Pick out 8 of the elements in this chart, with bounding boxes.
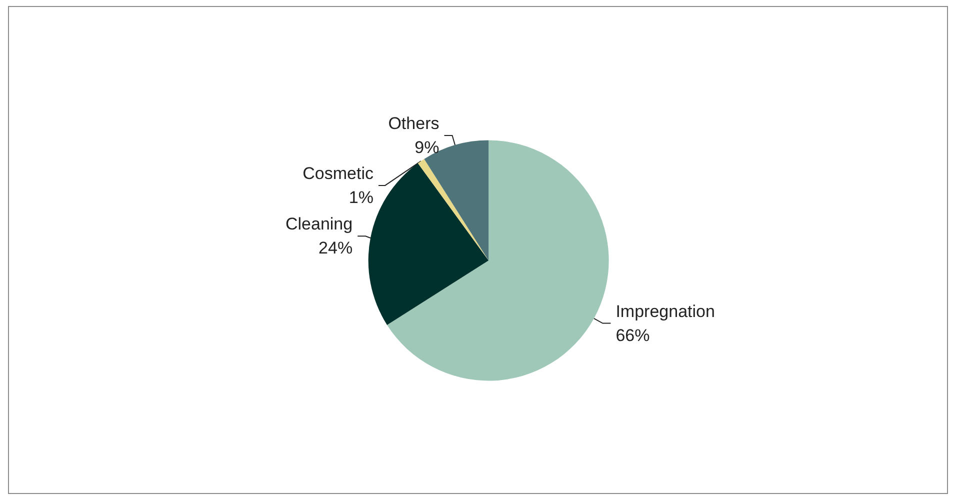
slice-label: Cosmetic xyxy=(302,164,374,183)
slice-label: Others xyxy=(388,114,440,133)
data-label: 66% xyxy=(616,326,650,345)
slice-label: Impregnation xyxy=(616,302,715,321)
data-label: 9% xyxy=(414,138,440,157)
data-label: 1% xyxy=(348,188,374,207)
slice-label: Cleaning xyxy=(285,214,353,234)
data-label: 24% xyxy=(318,238,353,258)
